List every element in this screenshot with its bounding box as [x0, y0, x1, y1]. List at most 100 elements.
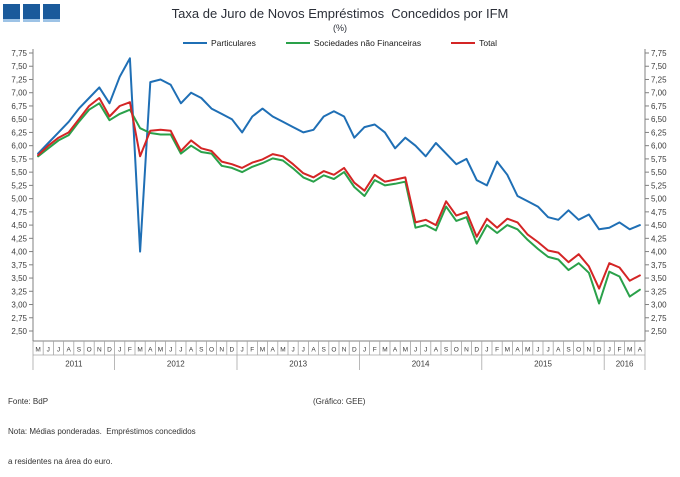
y-axis-label-right: 2,75	[651, 314, 667, 323]
y-axis-label-right: 7,25	[651, 75, 667, 84]
month-label: M	[525, 347, 530, 354]
logo-square-icon	[3, 4, 20, 22]
month-label: F	[373, 347, 377, 354]
month-label: J	[536, 347, 539, 354]
month-label: N	[97, 347, 102, 354]
month-label: F	[618, 347, 622, 354]
month-label: O	[209, 347, 214, 354]
y-axis-label-right: 7,50	[651, 62, 667, 71]
month-label: M	[280, 347, 285, 354]
credit-note: (Gráfico: GEE)	[313, 397, 366, 406]
legend-item: Sociedades não Financeiras	[285, 38, 422, 48]
month-label: A	[148, 347, 153, 354]
year-label: 2011	[65, 360, 83, 369]
legend-item: Total	[451, 38, 497, 48]
month-label: J	[485, 347, 488, 354]
y-axis-label-right: 4,50	[651, 221, 667, 230]
month-label: D	[474, 347, 479, 354]
line-chart: 2,50 2,50 2,75 2,75 3,00 3,00 3,25 3,25 3,50 3,50…	[11, 49, 667, 370]
y-axis-label-left: 6,25	[11, 128, 27, 137]
month-label: S	[199, 347, 204, 354]
month-label: A	[393, 347, 398, 354]
logo	[3, 4, 60, 22]
month-label: M	[158, 347, 163, 354]
y-axis-label-right: 5,75	[651, 155, 667, 164]
month-label: A	[556, 347, 561, 354]
y-axis-label-left: 7,25	[11, 75, 27, 84]
month-label: M	[382, 347, 387, 354]
month-label: M	[137, 347, 142, 354]
legend-label: Particulares	[210, 38, 256, 48]
y-axis-label-left: 7,75	[11, 49, 27, 58]
month-label: J	[169, 347, 172, 354]
month-label: J	[414, 347, 417, 354]
month-label: D	[107, 347, 112, 354]
y-axis-label-right: 7,00	[651, 89, 667, 98]
month-label: O	[331, 347, 336, 354]
month-label: O	[576, 347, 581, 354]
footer-notes: Fonte: BdP Nota: Médias ponderadas. Empr…	[8, 377, 196, 477]
month-label: A	[189, 347, 194, 354]
legend-label: Sociedades não Financeiras	[313, 38, 422, 48]
series-line-total	[37, 97, 641, 290]
month-label: A	[638, 347, 643, 354]
legend-line-swatch	[182, 41, 207, 45]
y-axis-label-right: 5,00	[651, 195, 667, 204]
month-label: J	[47, 347, 50, 354]
month-label: J	[240, 347, 243, 354]
legend-line-swatch	[451, 41, 476, 45]
y-axis-label-left: 7,00	[11, 89, 27, 98]
month-label: F	[495, 347, 499, 354]
y-axis-label-right: 6,75	[651, 102, 667, 111]
y-axis-label-right: 6,50	[651, 115, 667, 124]
month-label: D	[230, 347, 235, 354]
y-axis-label-right: 3,00	[651, 301, 667, 310]
month-label: S	[322, 347, 327, 354]
month-label: D	[352, 347, 357, 354]
month-label: J	[302, 347, 305, 354]
series-line-particulares	[37, 57, 641, 253]
year-label: 2014	[412, 360, 430, 369]
y-axis-label-left: 3,75	[11, 261, 27, 270]
y-axis-label-right: 4,75	[651, 208, 667, 217]
month-label: J	[424, 347, 427, 354]
month-label: D	[597, 347, 602, 354]
year-label: 2015	[534, 360, 552, 369]
y-axis-label-left: 5,25	[11, 181, 27, 190]
month-label: A	[67, 347, 72, 354]
year-label: 2012	[167, 360, 185, 369]
y-axis-label-right: 7,75	[651, 49, 667, 58]
month-label: N	[587, 347, 592, 354]
month-label: J	[363, 347, 366, 354]
y-axis-label-right: 6,00	[651, 142, 667, 151]
month-label: J	[608, 347, 611, 354]
y-axis-label-left: 2,50	[11, 327, 27, 336]
y-axis-label-left: 5,00	[11, 195, 27, 204]
legend-label: Total	[479, 38, 498, 48]
month-label: A	[271, 347, 276, 354]
month-label: F	[128, 347, 132, 354]
y-axis-label-right: 3,75	[651, 261, 667, 270]
month-label: O	[87, 347, 92, 354]
month-label: J	[118, 347, 121, 354]
logo-square-icon	[23, 4, 40, 22]
year-label: 2016	[616, 360, 634, 369]
y-axis-label-right: 6,25	[651, 128, 667, 137]
month-label: J	[57, 347, 60, 354]
y-axis-label-right: 5,25	[651, 181, 667, 190]
month-label: M	[35, 347, 40, 354]
y-axis-label-right: 4,25	[651, 234, 667, 243]
y-axis-label-left: 3,25	[11, 287, 27, 296]
legend-line-swatch	[285, 41, 310, 45]
legend: Particulares Sociedades não Financeiras To…	[0, 38, 680, 48]
month-label: M	[403, 347, 408, 354]
chart-title: Taxa de Juro de Novos Empréstimos Conced…	[171, 6, 509, 21]
y-axis-label-left: 4,50	[11, 221, 27, 230]
y-axis-label-left: 7,50	[11, 62, 27, 71]
month-label: J	[546, 347, 549, 354]
month-label: S	[566, 347, 571, 354]
month-label: A	[515, 347, 520, 354]
y-axis-label-right: 2,50	[651, 327, 667, 336]
month-label: M	[505, 347, 510, 354]
month-label: O	[454, 347, 459, 354]
